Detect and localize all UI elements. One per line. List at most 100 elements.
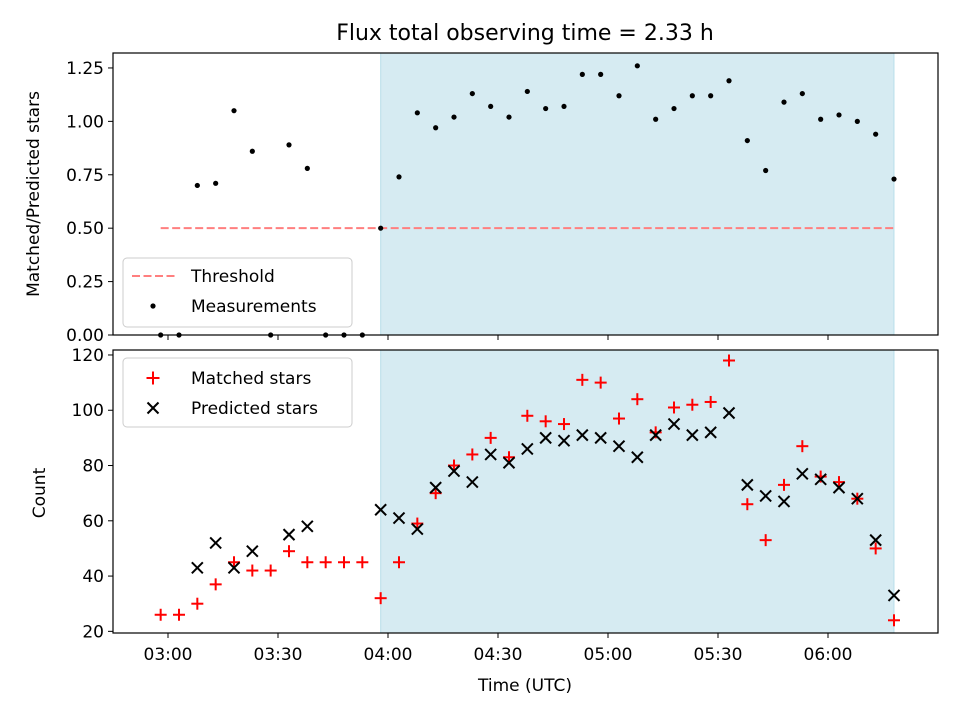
predicted-star-point <box>521 442 534 456</box>
measurement-point <box>451 114 457 120</box>
x-tick-label: 04:00 <box>364 645 413 665</box>
y-tick-label: 0.00 <box>66 326 104 346</box>
matched-star-point <box>393 556 405 569</box>
measurement-point <box>304 165 310 171</box>
predicted-star-point <box>887 589 901 602</box>
matched-star-point <box>778 478 790 491</box>
top-panel: 0.00 0.25 0.50 0.75 1.00 1.25 Matched/Predict… <box>24 52 939 346</box>
bottom-observing-interval-shade <box>380 349 895 634</box>
predicted-star-point <box>722 406 736 420</box>
measurement-point <box>689 93 695 99</box>
predicted-star-point <box>429 481 442 494</box>
y-tick-label: 60 <box>82 512 104 532</box>
legend-threshold-label: Threshold <box>190 267 275 287</box>
predicted-star-point <box>649 428 662 442</box>
predicted-star-point <box>209 536 222 550</box>
measurement-point <box>598 71 604 77</box>
matched-star-point <box>888 614 900 627</box>
measurement-point <box>194 182 200 189</box>
x-tick-label: 06:00 <box>804 645 853 665</box>
matched-star-point <box>558 418 570 431</box>
matched-star-point <box>613 412 625 425</box>
matched-star-point <box>686 398 699 411</box>
measurement-point <box>671 105 677 112</box>
matched-star-point <box>833 476 845 489</box>
legend-predicted-label: Predicted stars <box>191 399 318 419</box>
matched-star-point <box>668 401 680 414</box>
legend-predicted-swatch <box>146 401 160 415</box>
predicted-star-point <box>576 428 589 442</box>
matched-star-point <box>503 451 515 464</box>
predicted-star-point <box>759 489 772 503</box>
legend-measurements-swatch <box>150 303 156 309</box>
measurement-point <box>799 90 805 97</box>
y-tick-label: 120 <box>72 346 104 366</box>
matched-star-point <box>228 556 240 569</box>
matched-star-point <box>338 556 350 569</box>
matched-star-point <box>301 556 314 569</box>
measurement-point <box>286 142 292 148</box>
predicted-star-point <box>502 456 516 469</box>
x-tick-label: 03:00 <box>144 645 193 665</box>
measurement-point <box>561 103 567 110</box>
measurement-point <box>378 225 384 231</box>
matched-star-point <box>374 592 387 605</box>
x-tick-label: 03:30 <box>254 645 303 665</box>
top-y-axis-label: Matched/Predicted stars <box>24 91 44 297</box>
predicted-star-point <box>832 481 846 494</box>
predicted-star-point <box>777 495 791 508</box>
predicted-star-point <box>374 503 387 516</box>
bottom-plot-marks <box>154 354 901 627</box>
bottom-axes-frame <box>112 349 939 634</box>
predicted-star-point <box>814 473 827 486</box>
top-observing-interval-shade <box>380 52 895 336</box>
legend-measurements-label: Measurements <box>191 297 317 317</box>
matched-star-point <box>576 373 589 386</box>
matched-star-point <box>173 608 185 621</box>
predicted-star-point <box>704 426 717 439</box>
measurement-point <box>726 78 732 84</box>
matched-star-point <box>539 415 552 428</box>
predicted-star-point <box>612 439 626 453</box>
measurement-point <box>249 148 255 154</box>
bottom-legend-box <box>122 357 353 428</box>
predicted-star-point <box>741 478 754 492</box>
predicted-star-point <box>539 431 552 445</box>
measurement-point <box>488 103 494 110</box>
predicted-star-point <box>851 492 864 505</box>
predicted-star-point <box>557 434 571 447</box>
measurement-point <box>524 88 530 95</box>
measurement-point <box>616 93 622 99</box>
matched-star-point <box>191 597 204 610</box>
matched-star-point <box>759 534 772 547</box>
predicted-star-point <box>227 561 241 574</box>
x-tick-label: 04:30 <box>474 645 523 665</box>
measurement-point <box>634 63 640 69</box>
bottom-panel: 20 40 60 80 100 120 03:00 03:30 04:00 04:30 05:00 0… <box>30 346 939 696</box>
measurement-point <box>763 167 769 174</box>
bottom-legend: Matched stars Predicted stars <box>122 357 353 428</box>
predicted-star-point <box>594 431 607 445</box>
matched-star-point <box>869 542 882 555</box>
matched-star-point <box>741 498 754 511</box>
predicted-star-point <box>282 528 296 541</box>
legend-matched-swatch <box>146 371 160 385</box>
matched-star-point <box>264 564 277 577</box>
axes-border <box>112 349 939 634</box>
bottom-y-axis-label: Count <box>30 467 50 518</box>
measurement-point <box>506 114 512 120</box>
top-legend-box <box>122 257 353 328</box>
measurement-point <box>781 99 787 105</box>
top-plot-marks <box>158 63 897 338</box>
y-tick-label: 80 <box>82 457 104 477</box>
measurement-point <box>891 176 897 182</box>
predicted-star-point <box>686 428 699 442</box>
measurement-point <box>231 108 237 114</box>
measurement-point <box>579 71 585 77</box>
matched-star-point <box>796 440 809 453</box>
predicted-star-point <box>631 451 644 464</box>
predicted-star-point <box>301 520 314 533</box>
bottom-axis-ticks: 20 40 60 80 100 120 03:00 03:30 04:00 04:30 05:00 0… <box>72 346 853 665</box>
measurement-point <box>836 112 842 118</box>
